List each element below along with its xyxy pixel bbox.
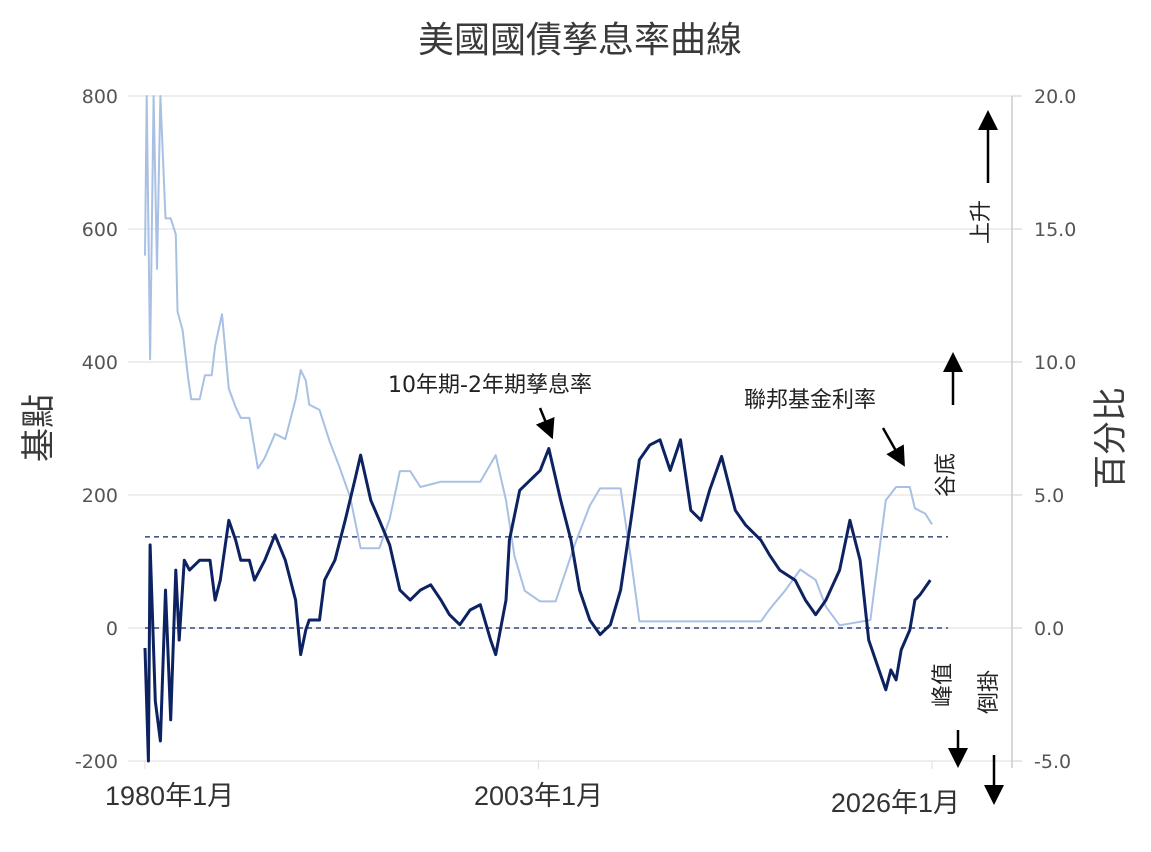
annotation-inversion: 倒掛 — [977, 670, 1002, 714]
left-axis-title: 基點 — [19, 394, 59, 462]
left-tick-label: 200 — [82, 485, 118, 507]
right-tick-label: 20.0 — [1034, 86, 1076, 108]
right-axis-ticks: 20.0 15.0 10.0 5.0 0.0 -5.0 — [1012, 86, 1076, 773]
left-tick-label: -200 — [75, 751, 118, 773]
annotation-peak: 峰值 — [931, 663, 956, 707]
left-tick-label: 600 — [82, 219, 118, 241]
series-fed-funds-rate — [144, 95, 933, 627]
left-axis-ticks: 800 600 400 200 0 -200 — [75, 86, 118, 773]
reference-lines — [145, 536, 948, 629]
legend-label-fed-funds: 聯邦基金利率 — [744, 388, 876, 413]
x-tick-label: 2026年1月 — [831, 788, 960, 818]
right-tick-label: -5.0 — [1034, 751, 1071, 773]
legend-label-spread: 10年期-2年期孳息率 — [388, 373, 592, 398]
right-tick-label: 0.0 — [1034, 618, 1064, 640]
right-tick-label: 10.0 — [1034, 352, 1076, 374]
x-tick-label: 2003年1月 — [474, 781, 603, 811]
chart-title: 美國國債孳息率曲線 — [418, 20, 742, 61]
left-tick-label: 400 — [82, 352, 118, 374]
annotation-trough: 谷底 — [934, 453, 959, 497]
gridlines — [128, 95, 1012, 762]
right-tick-label: 5.0 — [1034, 485, 1064, 507]
annotation-rise: 上升 — [969, 200, 994, 244]
right-tick-label: 15.0 — [1034, 219, 1076, 241]
series-10y-2y-spread — [143, 438, 932, 763]
left-tick-label: 800 — [82, 86, 118, 108]
spread-arrow — [535, 407, 555, 440]
x-tick-label: 1980年1月 — [105, 781, 234, 811]
right-axis-title: 百分比 — [1091, 387, 1131, 489]
fed-funds-arrow — [881, 427, 905, 467]
left-tick-label: 0 — [106, 618, 118, 640]
x-axis-ticks: 1980年1月 2003年1月 2026年1月 — [105, 761, 960, 818]
